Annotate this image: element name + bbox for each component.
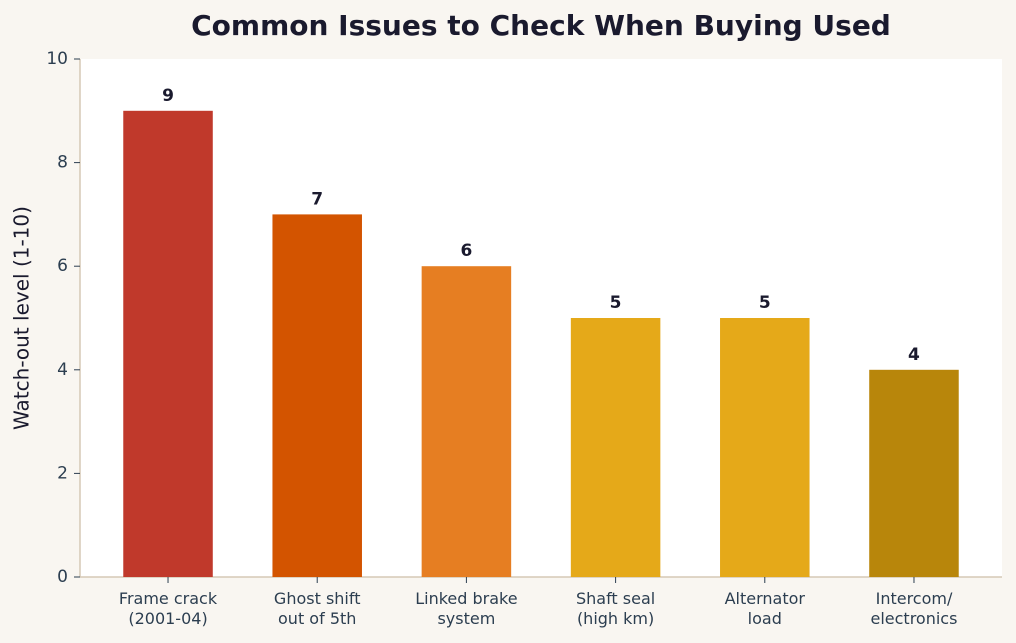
x-tick-label: Intercom/electronics — [871, 589, 958, 628]
bar — [869, 369, 959, 577]
y-tick-label: 4 — [57, 360, 68, 380]
y-tick-label: 2 — [57, 463, 68, 483]
data-label: 5 — [759, 293, 771, 313]
data-label: 4 — [908, 345, 920, 365]
data-label: 9 — [162, 86, 174, 106]
x-tick-label: Linked brake system — [415, 589, 517, 628]
y-tick-label: 8 — [57, 153, 68, 173]
plot-area — [80, 59, 1002, 577]
data-label: 7 — [311, 189, 323, 209]
bar — [720, 318, 810, 577]
bar — [272, 214, 362, 577]
y-tick-label: 10 — [46, 49, 68, 69]
data-label: 6 — [460, 241, 472, 261]
y-axis-label: Watch-out level (1-10) — [10, 206, 34, 430]
x-tick-label: Frame crack (2001-04) — [119, 589, 218, 628]
bar — [421, 266, 512, 577]
y-tick-label: 6 — [57, 256, 68, 276]
chart-title: Common Issues to Check When Buying Used — [191, 9, 891, 42]
y-tick-label: 0 — [57, 567, 68, 587]
bar — [570, 318, 661, 577]
x-tick-label: Shaft seal (high km) — [576, 589, 655, 628]
x-tick-label: Alternator load — [725, 589, 806, 628]
bar — [123, 110, 213, 578]
x-tick-label: Ghost shift out of 5th — [274, 589, 361, 628]
data-label: 5 — [610, 293, 622, 313]
